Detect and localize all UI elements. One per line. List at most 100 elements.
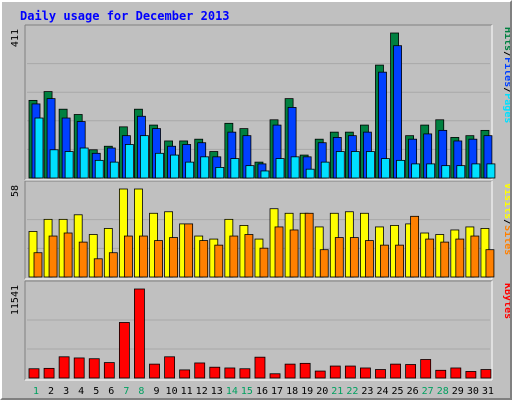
bar-kbytes-day-2 (43, 367, 55, 379)
bar-pages-day-13 (215, 167, 225, 179)
bar-sites-day-5 (93, 258, 103, 278)
bar-kbytes-day-29 (450, 367, 462, 379)
bar-pages-day-3 (64, 151, 74, 179)
bar-sites-day-19 (304, 212, 314, 278)
bar-pages-day-23 (366, 151, 375, 179)
bar-kbytes-day-27 (420, 359, 432, 379)
x-tick-label: 25 (392, 386, 404, 397)
bar-pages-day-28 (441, 165, 451, 179)
x-tick-label: 2 (48, 386, 54, 397)
bar-pages-day-9 (155, 152, 164, 179)
legend-separator: / (502, 219, 510, 225)
bar-sites-day-10 (169, 237, 178, 278)
bar-pages-day-1 (34, 117, 44, 179)
bar-kbytes-day-25 (390, 363, 401, 379)
bar-sites-day-6 (108, 252, 118, 278)
bar-sites-day-31 (485, 249, 495, 278)
legend-separator: / (502, 87, 510, 93)
bar-kbytes-day-9 (149, 363, 160, 379)
bar-sites-day-20 (319, 249, 329, 278)
bar-sites-day-3 (63, 232, 73, 278)
bar-pages-day-5 (94, 159, 104, 179)
bar-kbytes-day-16 (254, 356, 266, 379)
bar-kbytes-day-28 (435, 369, 447, 379)
bar-sites-day-4 (78, 241, 88, 278)
x-tick-label: 17 (271, 386, 283, 397)
bar-pages-day-19 (305, 168, 315, 179)
bar-sites-day-7 (123, 235, 133, 278)
bar-pages-day-27 (426, 163, 436, 179)
bar-visits-day-7 (118, 188, 128, 278)
legend-item-hits: Hits (502, 27, 510, 51)
bar-pages-day-6 (109, 161, 119, 179)
bar-sites-day-17 (274, 226, 284, 278)
bar-kbytes-day-13 (209, 366, 221, 379)
legend-item-pages: Pages (502, 93, 510, 123)
bar-kbytes-day-10 (164, 356, 175, 379)
x-tick-label: 18 (286, 386, 298, 397)
x-tick-label: 9 (154, 386, 160, 397)
bar-kbytes-day-26 (405, 364, 417, 379)
x-tick-label: 7 (123, 386, 129, 397)
x-tick-label: 19 (301, 386, 313, 397)
x-tick-label: 15 (241, 386, 253, 397)
x-tick-label: 30 (467, 386, 479, 397)
bar-kbytes-day-11 (179, 369, 191, 379)
x-tick-label: 24 (376, 386, 388, 397)
chart-title: Daily usage for December 2013 (20, 9, 230, 23)
y-axis-max-label: 411 (10, 29, 21, 47)
bar-pages-day-4 (79, 147, 89, 179)
y-axis-max-label: 58 (10, 185, 21, 197)
bar-pages-day-15 (245, 165, 255, 179)
bar-sites-day-8 (139, 235, 148, 278)
legend-kbytes: KBytes (502, 283, 510, 319)
bar-kbytes-day-12 (194, 362, 206, 379)
bar-pages-day-8 (140, 135, 149, 179)
x-tick-label: 6 (108, 386, 114, 397)
bar-pages-day-25 (396, 159, 405, 179)
legend-item-visits: Visits (502, 183, 510, 219)
bar-pages-day-12 (200, 156, 210, 179)
x-tick-label: 23 (361, 386, 373, 397)
x-tick-label: 22 (346, 386, 358, 397)
x-tick-label: 21 (331, 386, 343, 397)
bar-pages-day-16 (260, 170, 270, 179)
x-tick-label: 14 (226, 386, 238, 397)
legend-item-kbytes: KBytes (502, 283, 510, 319)
bar-sites-day-16 (259, 247, 269, 278)
bar-visits-day-5 (88, 234, 98, 278)
x-tick-label: 16 (256, 386, 268, 397)
bar-pages-day-17 (275, 158, 285, 179)
x-tick-label: 5 (93, 386, 99, 397)
bar-kbytes-day-17 (269, 373, 281, 379)
legend-pages-files-hits: Hits/Files/Pages (502, 27, 510, 123)
bar-sites-day-25 (395, 244, 404, 278)
bar-kbytes-day-31 (480, 369, 492, 379)
bar-kbytes-day-7 (118, 322, 130, 379)
legend-separator: / (502, 51, 510, 57)
bar-sites-day-15 (244, 234, 254, 278)
x-tick-label: 26 (407, 386, 419, 397)
bar-sites-day-23 (365, 240, 374, 278)
legend-item-sites: Sites (502, 225, 510, 255)
bar-kbytes-day-3 (58, 356, 70, 379)
bar-kbytes-day-19 (299, 362, 311, 379)
bar-pages-day-18 (290, 156, 300, 179)
bar-pages-day-7 (124, 144, 134, 179)
bar-kbytes-day-23 (360, 367, 371, 379)
legend-item-files: Files (502, 57, 510, 87)
x-tick-label: 4 (78, 386, 84, 397)
bar-sites-day-29 (455, 238, 465, 278)
bar-sites-day-27 (425, 238, 435, 278)
bar-kbytes-day-5 (88, 358, 100, 379)
bar-pages-day-31 (486, 163, 496, 179)
bar-sites-day-2 (48, 235, 58, 278)
bar-visits-day-8 (134, 188, 143, 278)
bar-pages-day-11 (185, 161, 195, 179)
y-axis-max-label: 11541 (10, 285, 21, 315)
bar-kbytes-day-24 (375, 369, 386, 379)
bar-files-day-25 (393, 45, 402, 179)
bar-sites-day-22 (349, 237, 359, 278)
